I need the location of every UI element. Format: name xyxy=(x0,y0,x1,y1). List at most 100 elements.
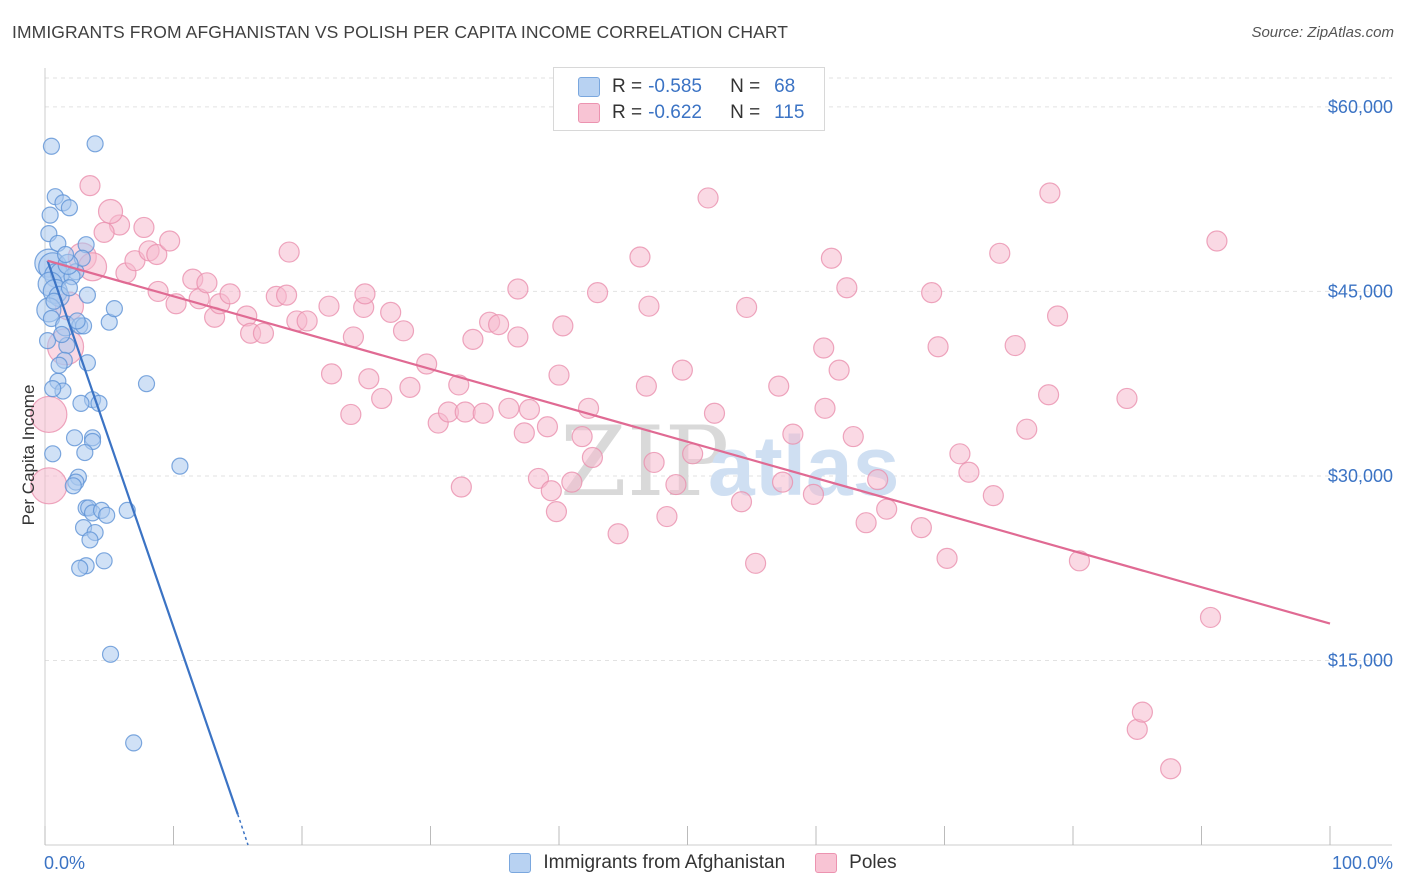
data-point-pink xyxy=(768,375,790,397)
data-point-pink xyxy=(1004,334,1026,357)
series-legend-label-pink: Poles xyxy=(849,852,897,873)
data-point-pink xyxy=(507,278,529,300)
data-point-blue xyxy=(38,332,57,350)
legend-row-blue: R = -0.585 N = 68 xyxy=(578,75,795,99)
data-point-pink xyxy=(581,446,604,469)
data-point-blue xyxy=(42,137,61,155)
data-point-blue xyxy=(105,300,123,318)
series-legend: Immigrants from Afghanistan Poles xyxy=(0,852,1406,874)
trend-line-blue-extension xyxy=(237,814,249,846)
data-point-pink xyxy=(275,284,298,306)
data-point-pink xyxy=(371,387,393,410)
data-point-pink xyxy=(867,469,889,491)
series-legend-item-pink[interactable]: Poles xyxy=(815,852,897,874)
series-swatch-pink xyxy=(815,853,838,873)
data-point-pink xyxy=(949,443,971,465)
x-tick-labels: 0.0% 100.0% xyxy=(44,853,1393,873)
x-tick-label-end: 100.0% xyxy=(1332,853,1393,873)
data-point-pink xyxy=(380,301,402,323)
data-point-pink xyxy=(196,272,218,294)
trend-line-pink xyxy=(47,259,1331,625)
legend-swatch-pink xyxy=(578,103,600,123)
data-point-pink xyxy=(498,397,520,419)
trend-lines xyxy=(46,259,1331,846)
data-point-pink xyxy=(79,175,101,197)
data-point-blue xyxy=(50,356,68,374)
data-point-pink xyxy=(540,480,562,502)
y-tick-labels: $15,000 $30,000 $45,000 $60,000 xyxy=(1328,97,1393,671)
data-point-pink xyxy=(507,326,529,348)
series-legend-item-blue[interactable]: Immigrants from Afghanistan xyxy=(509,852,785,874)
data-point-pink xyxy=(219,283,241,305)
legend-n-value-pink: 115 xyxy=(774,102,805,123)
data-point-pink xyxy=(828,359,850,381)
data-point-pink xyxy=(518,398,541,421)
gridlines xyxy=(45,77,1392,661)
data-point-pink xyxy=(910,517,932,539)
data-point-pink xyxy=(318,295,340,317)
y-tick-label: $45,000 xyxy=(1328,281,1393,301)
data-point-pink xyxy=(358,368,380,390)
data-point-pink xyxy=(682,443,704,465)
legend-r-label: R = xyxy=(612,76,643,97)
data-point-pink xyxy=(488,314,510,336)
data-point-pink xyxy=(836,277,858,299)
data-point-pink xyxy=(30,395,68,434)
legend-r-value-blue: -0.585 xyxy=(648,76,702,97)
data-point-pink xyxy=(982,485,1004,507)
y-tick-label: $60,000 xyxy=(1328,97,1393,117)
data-point-pink xyxy=(561,471,583,493)
data-point-blue xyxy=(68,312,86,330)
data-point-pink xyxy=(643,451,665,474)
data-point-blue xyxy=(60,199,79,217)
data-point-pink xyxy=(936,547,958,569)
data-point-pink xyxy=(607,523,629,545)
y-tick-label: $15,000 xyxy=(1328,650,1393,670)
data-point-pink xyxy=(665,473,687,496)
data-point-pink xyxy=(656,505,678,528)
y-tick-label: $30,000 xyxy=(1328,466,1393,486)
data-point-blue xyxy=(71,559,89,577)
data-point-blue xyxy=(76,443,94,462)
data-point-pink xyxy=(703,402,726,424)
legend-r-label: R = xyxy=(612,102,643,123)
data-point-pink xyxy=(340,403,362,426)
data-point-blue xyxy=(125,734,143,752)
data-point-pink xyxy=(133,216,155,239)
data-point-pink xyxy=(1160,758,1182,780)
legend-row-pink: R = -0.622 N = 115 xyxy=(578,101,804,125)
data-point-pink xyxy=(638,295,660,317)
data-point-blue xyxy=(65,429,84,447)
data-point-pink xyxy=(159,230,181,252)
data-point-blue xyxy=(44,445,62,463)
data-point-pink xyxy=(1131,701,1153,723)
data-point-pink xyxy=(771,471,794,493)
data-point-pink xyxy=(527,467,550,490)
data-point-pink xyxy=(629,246,651,268)
data-point-pink xyxy=(1046,305,1069,327)
data-point-pink xyxy=(536,416,559,438)
data-point-pink xyxy=(97,198,124,225)
data-point-pink xyxy=(146,243,168,266)
data-point-blue xyxy=(98,506,116,524)
legend-n-label: N = xyxy=(730,76,761,97)
data-point-pink xyxy=(813,337,835,359)
data-point-blue xyxy=(95,552,113,570)
data-point-pink xyxy=(392,320,415,342)
data-point-pink xyxy=(552,315,574,337)
data-point-pink xyxy=(342,326,364,348)
data-point-pink xyxy=(448,374,470,396)
chart-title: IMMIGRANTS FROM AFGHANISTAN VS POLISH PE… xyxy=(12,22,789,42)
data-point-pink xyxy=(989,242,1011,264)
data-point-blue xyxy=(78,286,97,304)
data-point-pink xyxy=(450,476,472,498)
data-point-blue xyxy=(81,531,99,549)
series-swatch-blue xyxy=(509,853,532,873)
data-point-pink xyxy=(399,376,421,398)
data-point-pink xyxy=(1039,182,1061,204)
data-point-blue xyxy=(44,380,62,398)
data-point-pink xyxy=(820,247,843,269)
data-point-pink xyxy=(1199,606,1222,629)
data-point-pink xyxy=(1016,418,1038,440)
